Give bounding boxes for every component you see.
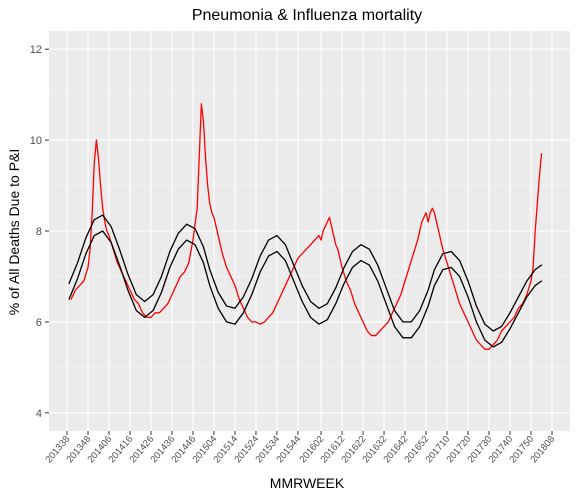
y-tick-label: 8: [36, 226, 42, 238]
y-tick-label: 4: [36, 408, 42, 420]
y-axis-label: % of All Deaths Due to P&I: [6, 149, 22, 316]
y-tick-label: 6: [36, 317, 42, 329]
y-tick-label: 12: [30, 44, 42, 56]
y-tick-label: 10: [30, 135, 42, 147]
x-axis-label: MMRWEEK: [270, 475, 345, 491]
chart-title: Pneumonia & Influenza mortality: [192, 7, 422, 24]
